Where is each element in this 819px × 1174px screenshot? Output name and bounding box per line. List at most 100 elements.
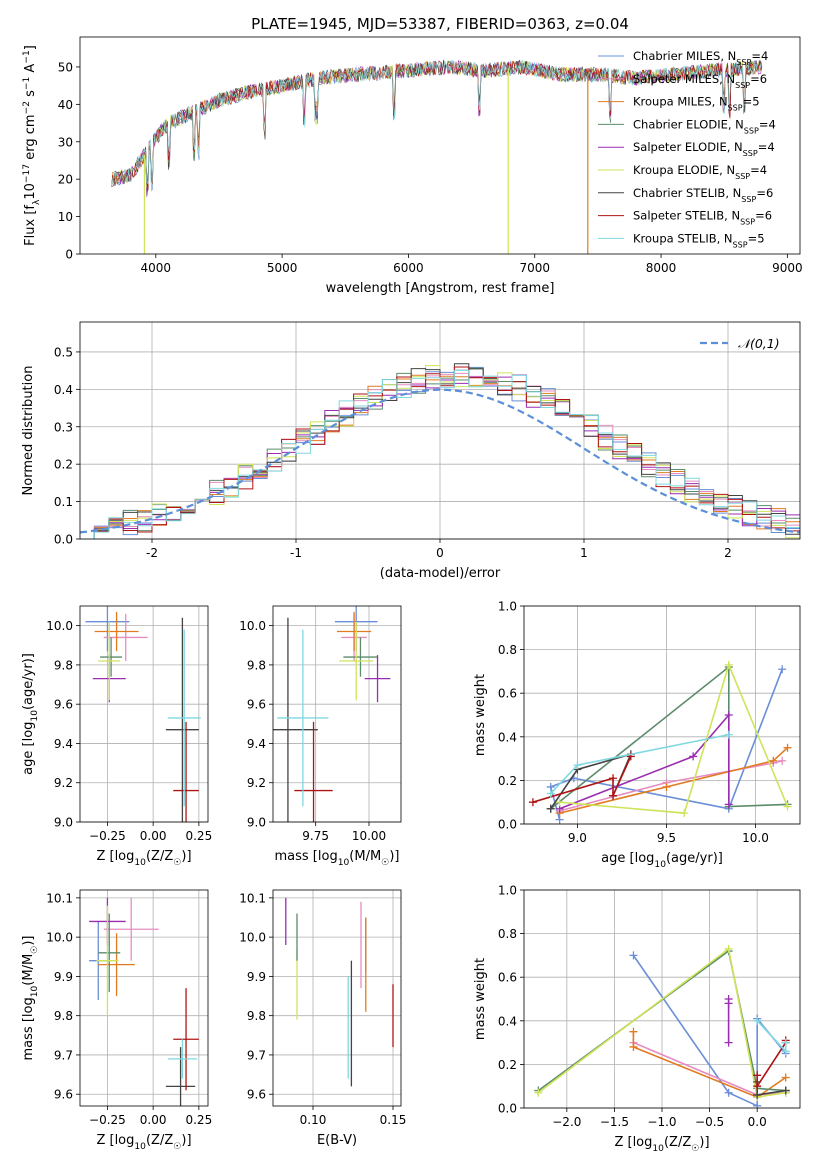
weight-marker (629, 951, 638, 960)
legend-label: Kroupa ELODIE, NSSP=4 (633, 163, 767, 181)
axes-frame (79, 889, 209, 1107)
grid (80, 606, 208, 823)
weight-line (559, 712, 730, 810)
x-axis-label: (data-model)/error (380, 566, 501, 581)
x-axis-label: Z [log10(Z/Z☉)] (96, 1133, 191, 1152)
weight-marker (609, 774, 618, 783)
y-tick-label: 9.8 (54, 658, 73, 672)
y-tick-label: 9.4 (247, 737, 266, 751)
weight-marker (753, 1016, 762, 1025)
weight-line (532, 756, 632, 803)
label-part: =5 (748, 231, 765, 245)
weight-line (559, 747, 789, 814)
label-part: )] (699, 1135, 709, 1150)
x-tick-label: 9.75 (302, 829, 329, 843)
weight-marker (724, 711, 733, 719)
label-part: Chabrier ELODIE, N (633, 117, 744, 131)
y-tick-label: 9.2 (54, 776, 73, 790)
x-tick-label: 0.00 (140, 829, 167, 843)
spectrum-line (111, 59, 763, 192)
label-part: (Z/Z (146, 849, 173, 864)
label-part: Z [log (96, 1133, 134, 1148)
x-tick-label: 0.25 (185, 829, 212, 843)
label-part: age [log (601, 851, 654, 866)
panel-spectrum: 4000 5000 6000 7000 8000 9000 0 10 20 30 40 50 wavel… (22, 36, 803, 296)
legend-label: 𝒩(0,1) (738, 336, 780, 351)
x-tick-label: 9000 (772, 261, 803, 275)
label-part: Flux [f (23, 205, 38, 246)
x-axis-label: Z [log10(Z/Z☉)] (96, 849, 191, 868)
label-part: )] (21, 936, 36, 946)
label-part: SSP (740, 217, 755, 226)
y-tick-label: 9.4 (54, 737, 73, 751)
y-tick-label: 0.8 (498, 643, 517, 657)
label-part: 10 (30, 986, 40, 998)
label-part: λ (32, 199, 42, 205)
label-part: Chabrier MILES, N (633, 49, 736, 63)
axes-frame (523, 889, 801, 1109)
y-tick-label: 30 (58, 135, 73, 149)
legend-label: Salpeter ELODIE, NSSP=4 (633, 140, 775, 158)
y-tick-label: 20 (58, 173, 73, 187)
weight-marker (573, 761, 582, 770)
y-tick-label: 0.0 (54, 533, 73, 547)
y-tick-label: 9.7 (247, 1048, 266, 1062)
y-tick-label: 10.1 (46, 891, 73, 905)
label-part: 10 (652, 1144, 664, 1154)
plot-area (111, 59, 763, 254)
x-tick-label: -1 (290, 546, 302, 560)
x-axis-label: age [log10(age/yr)] (601, 851, 723, 870)
legend-label: Chabrier ELODIE, NSSP=4 (633, 117, 776, 135)
weight-marker (546, 804, 555, 813)
plot-area (528, 660, 792, 824)
y-tick-label: 0.6 (498, 687, 517, 701)
label-part: ☉ (173, 858, 181, 868)
label-part: 10 (654, 860, 666, 870)
y-tick-label: 9.6 (54, 1088, 73, 1102)
weight-marker (534, 1088, 543, 1097)
label-part: −1 (22, 50, 32, 63)
panel-weights-Z: −2.0 −1.5 −1.0 −0.5 0.0 0.0 0.2 0.4 0.6 0.8 1.0 Z [… (473, 884, 801, 1154)
weight-marker (662, 782, 671, 791)
label-part: (M/M (349, 849, 381, 864)
label-part: =6 (756, 186, 773, 200)
y-tick-label: 50 (58, 60, 73, 74)
weight-marker (753, 1082, 762, 1091)
weight-marker (781, 1073, 790, 1082)
label-part: −1 (22, 77, 32, 90)
y-tick-label: 0.5 (54, 345, 73, 359)
y-tick-label: 0.1 (54, 495, 73, 509)
legend-label: Chabrier MILES, NSSP=4 (633, 49, 768, 67)
label-part: SSP (741, 194, 756, 203)
label-part: Kroupa STELIB, N (633, 231, 733, 245)
label-part: Salpeter MILES, N (633, 72, 735, 86)
y-tick-label: 0.4 (498, 1014, 517, 1028)
x-tick-label: 8000 (646, 261, 677, 275)
y-tick-label: 9.0 (247, 816, 266, 830)
label-part: Salpeter ELODIE, N (633, 140, 743, 154)
y-tick-label: 0.2 (498, 1058, 517, 1072)
weight-marker (781, 1038, 790, 1047)
x-tick-label: -2 (146, 546, 158, 560)
x-tick-label: 0.25 (185, 1113, 212, 1127)
y-tick-label: 9.8 (247, 1009, 266, 1023)
x-tick-label: 9.0 (568, 831, 587, 845)
weight-marker (555, 798, 564, 807)
weight-marker (724, 730, 733, 739)
label-part: =4 (758, 140, 775, 154)
plot-area (534, 944, 790, 1108)
weight-line (537, 947, 786, 1099)
x-tick-label: 0.15 (380, 1113, 407, 1127)
label-part: SSP (735, 172, 750, 181)
label-part: s (23, 90, 38, 101)
weight-line (756, 1020, 787, 1054)
label-part: SSP (744, 126, 759, 135)
label-part: SSP (735, 80, 750, 89)
x-tick-label: 1 (580, 546, 588, 560)
y-tick-label: 9.6 (54, 698, 73, 712)
x-tick-label: 5000 (267, 261, 298, 275)
label-part: )] (389, 849, 399, 864)
x-tick-label: 0.0 (748, 1115, 767, 1129)
weight-marker (753, 1101, 762, 1108)
